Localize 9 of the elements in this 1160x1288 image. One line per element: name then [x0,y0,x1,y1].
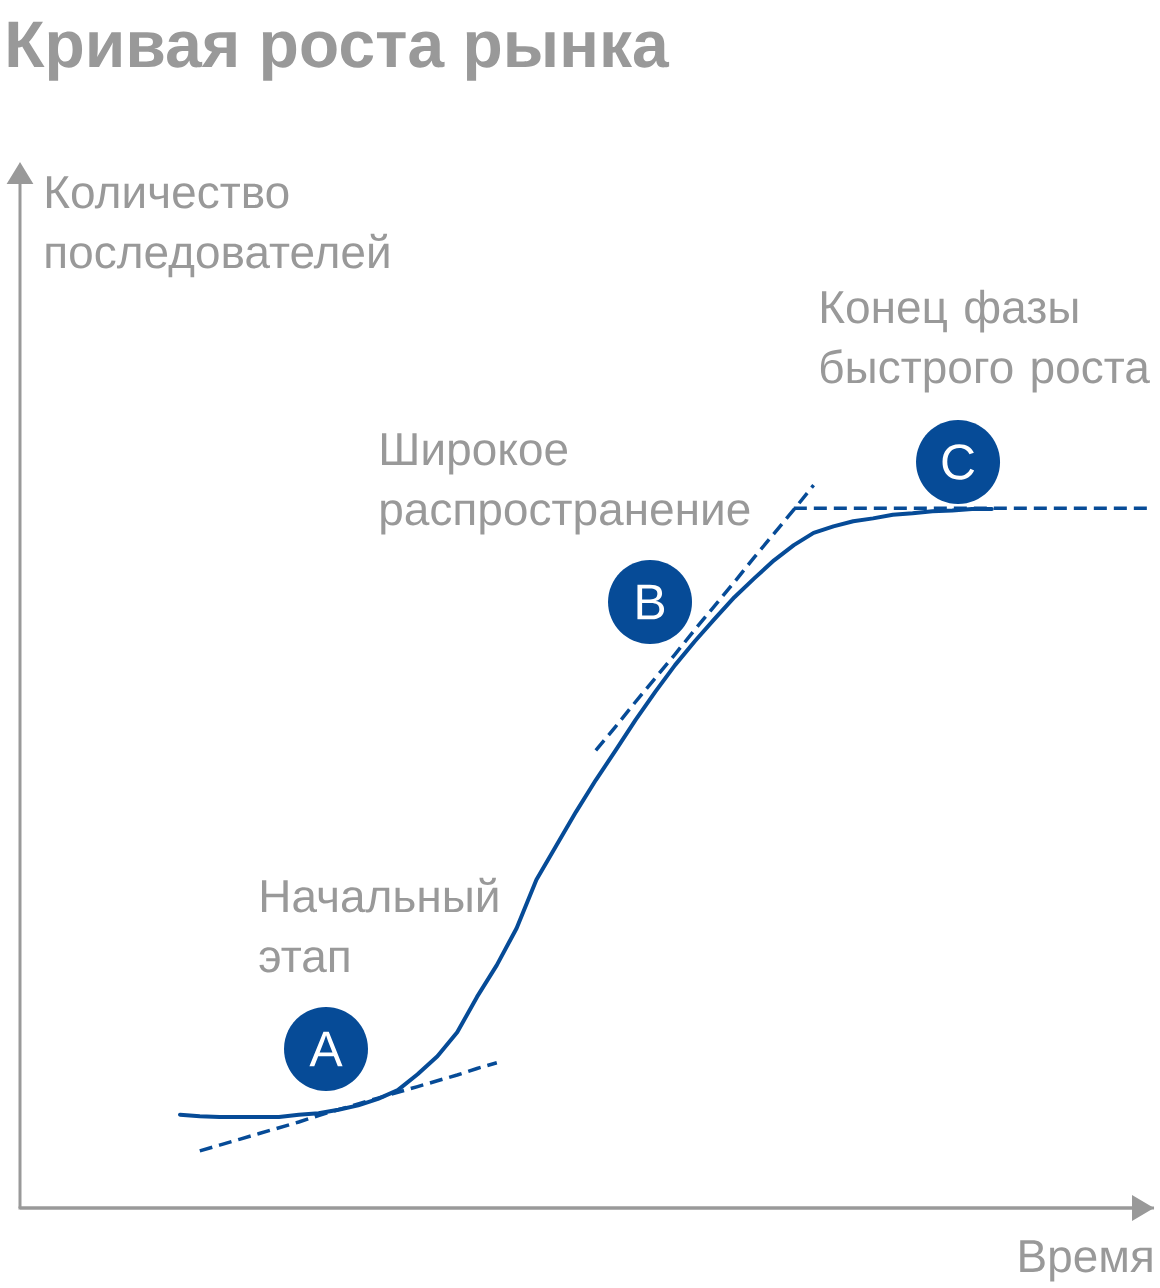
annotation: Начальный этап [259,877,498,973]
text: C [942,444,975,480]
y-axis-title: Количество последователей [46,176,389,278]
annotation: A [309,1031,343,1067]
annotation: B [637,584,665,620]
chart-title: Кривая роста рынка [8,21,670,81]
annotation: Широкое распространение [381,433,750,535]
x-axis-title: Время [1020,1240,1152,1282]
text: Конец фазы быстрого роста [820,289,1150,393]
